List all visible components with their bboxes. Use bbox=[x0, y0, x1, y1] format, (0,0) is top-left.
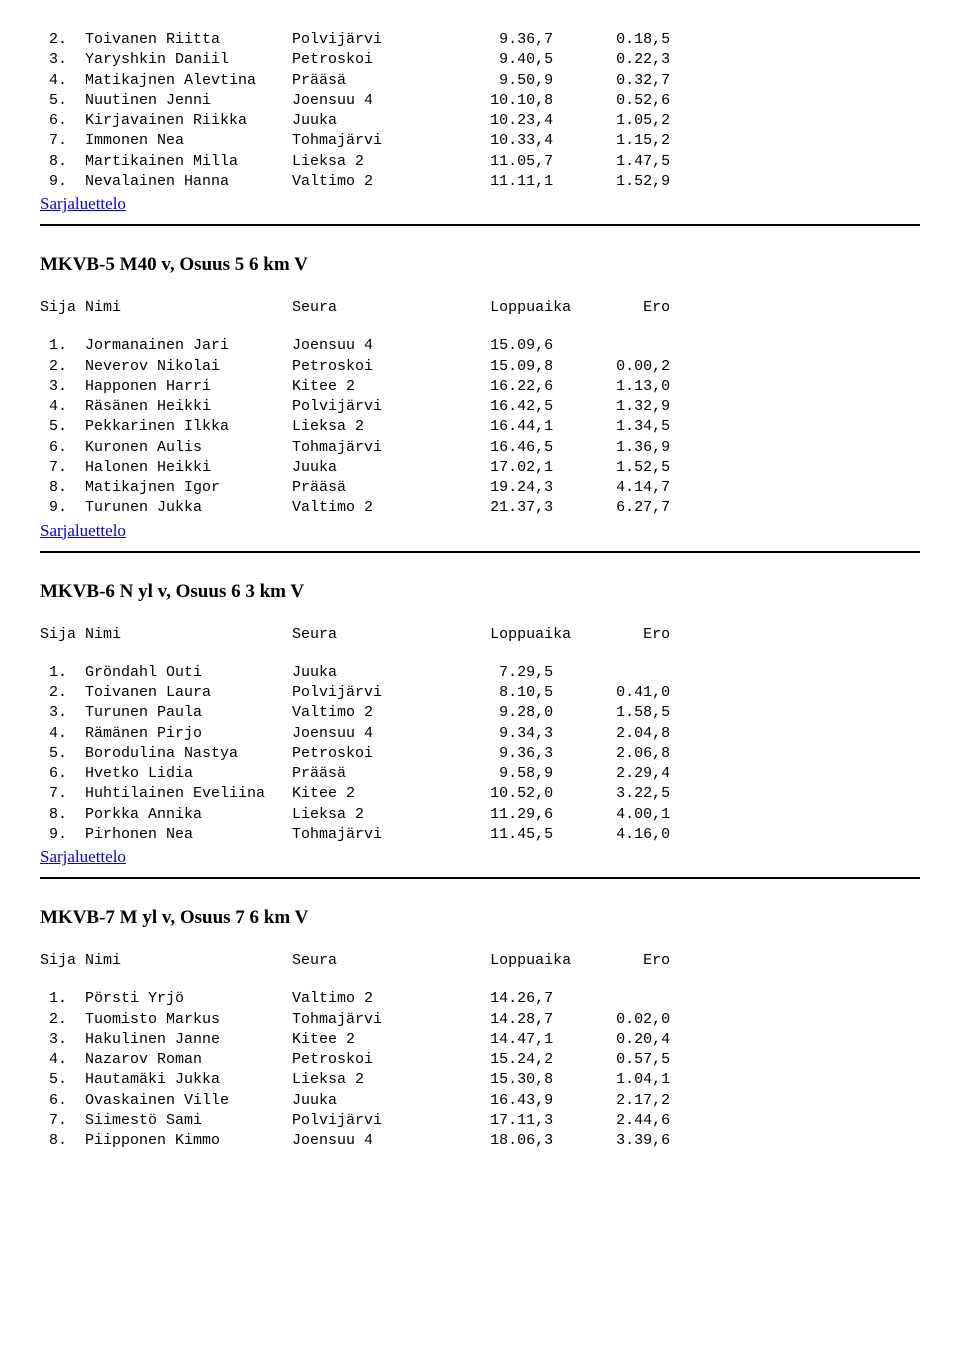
section-heading: MKVB-7 M yl v, Osuus 7 6 km V bbox=[40, 907, 920, 929]
column-header-row: Sija Nimi Seura Loppuaika Ero bbox=[40, 951, 920, 971]
series-list-link[interactable]: Sarjaluettelo bbox=[40, 521, 126, 541]
results-section: 2. Toivanen Riitta Polvijärvi 9.36,7 0.1… bbox=[40, 30, 920, 226]
series-list-link[interactable]: Sarjaluettelo bbox=[40, 194, 126, 214]
series-list-link[interactable]: Sarjaluettelo bbox=[40, 847, 126, 867]
results-table: 2. Toivanen Riitta Polvijärvi 9.36,7 0.1… bbox=[40, 30, 920, 192]
column-header-row: Sija Nimi Seura Loppuaika Ero bbox=[40, 298, 920, 318]
results-section: MKVB-5 M40 v, Osuus 5 6 km V Sija Nimi Se… bbox=[40, 254, 920, 553]
results-table: 1. Gröndahl Outi Juuka 7.29,5 2. Toivane… bbox=[40, 663, 920, 845]
column-header-row: Sija Nimi Seura Loppuaika Ero bbox=[40, 625, 920, 645]
results-table: 1. Pörsti Yrjö Valtimo 2 14.26,7 2. Tuom… bbox=[40, 989, 920, 1151]
results-table: 1. Jormanainen Jari Joensuu 4 15.09,6 2.… bbox=[40, 336, 920, 518]
section-heading: MKVB-6 N yl v, Osuus 6 3 km V bbox=[40, 581, 920, 603]
results-section: MKVB-7 M yl v, Osuus 7 6 km V Sija Nimi S… bbox=[40, 907, 920, 1151]
section-heading: MKVB-5 M40 v, Osuus 5 6 km V bbox=[40, 254, 920, 276]
section-divider bbox=[40, 224, 920, 226]
section-divider bbox=[40, 551, 920, 553]
results-section: MKVB-6 N yl v, Osuus 6 3 km V Sija Nimi S… bbox=[40, 581, 920, 880]
section-divider bbox=[40, 877, 920, 879]
